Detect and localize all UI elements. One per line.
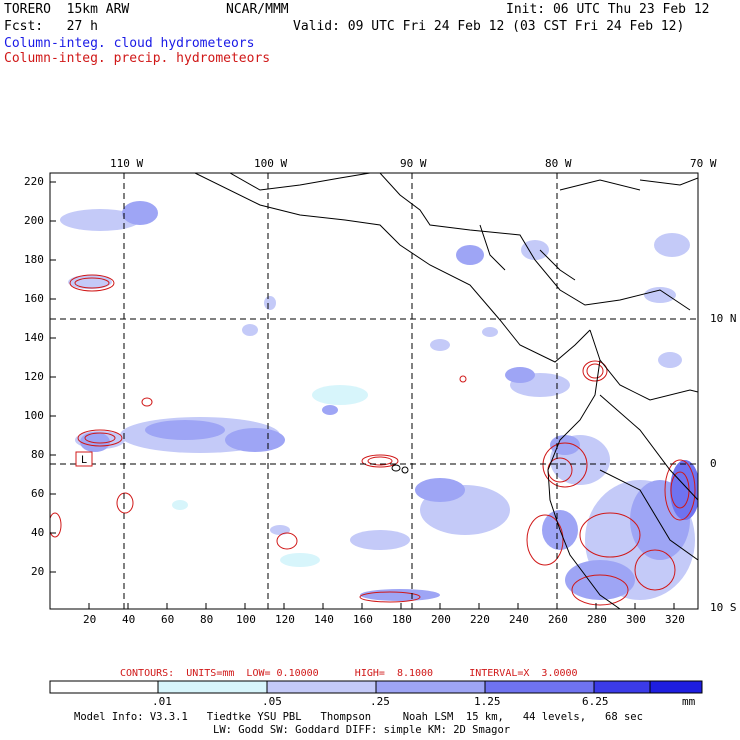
top-lon-label: 90 W [400,157,427,170]
colorbar-segment [157,680,268,694]
colorbar-label: 1.25 [474,695,501,708]
left-tick-label: 20 [31,565,45,578]
bottom-tick-label: 180 [392,613,412,626]
bottom-tick-label: 20 [83,613,97,626]
colorbar-label: .25 [370,695,390,708]
low-marker: L [81,455,88,467]
model-info-line2: LW: Godd SW: Goddard DIFF: simple KM: 2D… [213,724,511,736]
bottom-tick-label: 320 [665,613,685,626]
colorbar-label: .01 [152,695,172,708]
cloud-field [60,201,698,601]
bottom-tick-label: 100 [236,613,256,626]
colorbar-segment [266,680,377,694]
colorbar-units: mm [682,695,696,708]
colorbar-segment [593,680,651,694]
colorbar-segment [375,680,486,694]
bottom-tick-label: 120 [275,613,295,626]
left-tick-label: 140 [24,331,44,344]
top-lon-label: 100 W [254,157,288,170]
contours-info: CONTOURS: UNITS=mm LOW= 0.10000 HIGH= 8.… [120,668,578,679]
low-marker-box [75,451,93,467]
valid-time: Valid: 09 UTC Fri 24 Feb 12 (03 CST Fri … [293,19,685,34]
colorbar-segment [484,680,595,694]
bottom-tick-label: 260 [548,613,568,626]
colorbar-segment [649,680,703,694]
bottom-tick-label: 140 [314,613,334,626]
organization-label: NCAR/MMM [226,2,289,17]
left-tick-label: 220 [24,175,44,188]
left-tick-label: 80 [31,448,45,461]
left-tick-label: 60 [31,487,45,500]
bottom-tick-label: 240 [509,613,529,626]
right-lat-label: 0 [710,457,717,470]
right-lat-label: 10 S [710,601,737,614]
bottom-tick-label: 60 [161,613,175,626]
left-tick-label: 180 [24,253,44,266]
plot-frame [49,172,699,610]
left-tick-label: 40 [31,526,45,539]
colorbar-segment [49,680,159,694]
bottom-tick-label: 80 [200,613,214,626]
init-time: Init: 06 UTC Thu 23 Feb 12 [506,2,710,17]
colorbar-label: 6.25 [582,695,609,708]
bottom-tick-label: 220 [470,613,490,626]
bottom-tick-label: 40 [122,613,136,626]
left-tick-label: 120 [24,370,44,383]
left-tick-label: 200 [24,214,44,227]
colorbar-label: .05 [262,695,282,708]
model-title: TORERO 15km ARW [4,2,130,17]
precip-contours [50,274,696,606]
top-lon-label: 70 W [690,157,717,170]
coastlines [194,173,698,609]
model-info-line1: Model Info: V3.3.1 Tiedtke YSU PBL Thomp… [74,711,643,723]
left-tick-label: 100 [24,409,44,422]
right-lat-label: 10 N [710,312,737,325]
left-tick-label: 160 [24,292,44,305]
legend-precip: Column-integ. precip. hydrometeors [4,51,271,66]
bottom-tick-label: 300 [626,613,646,626]
axis-ticks [50,181,675,609]
forecast-hour: Fcst: 27 h [4,19,98,34]
top-lon-label: 80 W [545,157,572,170]
legend-cloud: Column-integ. cloud hydrometeors [4,36,255,51]
bottom-tick-label: 160 [353,613,373,626]
latlon-grid [50,173,698,609]
bottom-tick-label: 200 [431,613,451,626]
bottom-tick-label: 280 [587,613,607,626]
top-lon-label: 110 W [110,157,144,170]
